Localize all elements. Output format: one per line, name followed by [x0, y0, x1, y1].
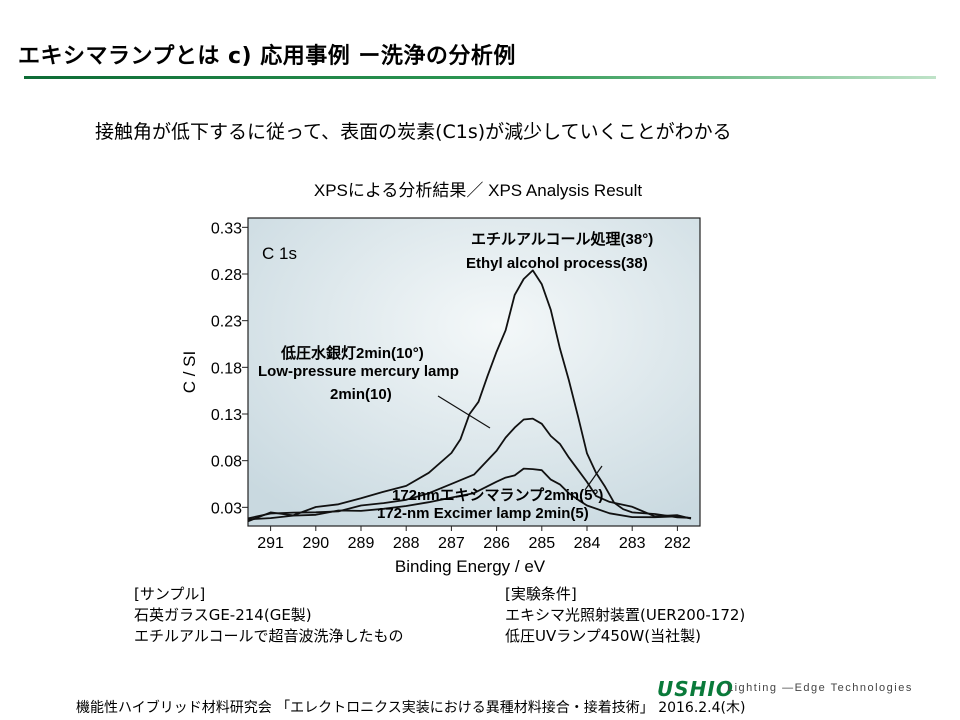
label-mercury-en: Low-pressure mercury lamp [258, 363, 459, 380]
x-tick-label: 289 [348, 535, 375, 552]
series-labels: エチルアルコール処理(38°) Ethyl alcohol process(38… [258, 230, 653, 522]
x-tick-label: 283 [619, 535, 646, 552]
brand-tagline: Lighting —Edge Technologies [727, 682, 913, 694]
label-mercury-jp: 低圧水銀灯2min(10°) [280, 344, 424, 362]
x-axis-label: Binding Energy / eV [395, 557, 546, 576]
y-tick-label: 0.13 [211, 407, 242, 424]
label-excimer-en: 172-nm Excimer lamp 2min(5) [377, 505, 589, 522]
series-line-excimer-lamp [247, 467, 692, 521]
conditions-heading: [実験条件] [505, 585, 577, 603]
chart-title: XPSによる分析結果／ XPS Analysis Result [314, 181, 643, 200]
x-tick-label: 291 [257, 535, 284, 552]
sample-line-1: 石英ガラスGE-214(GE製) [134, 606, 312, 624]
y-tick-label: 0.18 [211, 360, 242, 377]
sample-line-2: エチルアルコールで超音波洗浄したもの [134, 627, 404, 645]
x-tick-label: 290 [302, 535, 329, 552]
y-axis-ticks: 0.33 0.28 0.23 0.18 0.13 0.08 0.03 [211, 220, 248, 517]
leader-excimer [584, 465, 603, 491]
conditions-info: [実験条件] エキシマ光照射装置(UER200-172) 低圧UVランプ450W… [505, 584, 745, 647]
footer-citation: 機能性ハイブリッド材料研究会 「エレクトロニクス実装における異種材料接合・接着技… [76, 700, 746, 716]
sample-info: [サンプル] 石英ガラスGE-214(GE製) エチルアルコールで超音波洗浄した… [134, 584, 404, 647]
x-axis-ticks: 291 290 289 288 287 286 285 284 283 282 [257, 526, 691, 552]
y-tick-label: 0.08 [211, 454, 242, 471]
x-tick-label: 285 [528, 535, 555, 552]
x-tick-label: 286 [483, 535, 510, 552]
sample-heading: [サンプル] [134, 585, 206, 603]
ushio-logo: USHIO [657, 677, 734, 701]
slide-subtitle: 接触角が低下するに従って、表面の炭素(C1s)が減少していくことがわかる [95, 121, 732, 143]
slide-title: エキシマランプとは c) 応用事例 ー洗浄の分析例 [18, 44, 516, 69]
y-tick-label: 0.23 [211, 314, 242, 331]
leader-lines [437, 395, 603, 491]
y-tick-label: 0.03 [211, 500, 242, 517]
y-axis-label: C / SI [180, 351, 199, 394]
x-tick-label: 288 [393, 535, 420, 552]
series-line-ethyl-alcohol [247, 269, 692, 523]
conditions-line-1: エキシマ光照射装置(UER200-172) [505, 606, 746, 624]
leader-mercury [437, 395, 491, 429]
panel-label: C 1s [262, 244, 297, 263]
series-lines [247, 269, 692, 523]
series-line-mercury-lamp [247, 417, 692, 520]
x-tick-label: 282 [664, 535, 691, 552]
label-ethyl-jp: エチルアルコール処理(38°) [471, 230, 653, 248]
y-tick-label: 0.33 [211, 220, 242, 237]
conditions-line-2: 低圧UVランプ450W(当社製) [505, 627, 701, 645]
title-divider [24, 76, 936, 79]
y-tick-label: 0.28 [211, 267, 242, 284]
label-mercury-en2: 2min(10) [330, 386, 392, 403]
x-tick-label: 287 [438, 535, 465, 552]
label-ethyl-en: Ethyl alcohol process(38) [466, 255, 648, 272]
x-tick-label: 284 [574, 535, 601, 552]
label-excimer-jp: 172nmエキシマランプ2min(5°) [392, 487, 603, 504]
